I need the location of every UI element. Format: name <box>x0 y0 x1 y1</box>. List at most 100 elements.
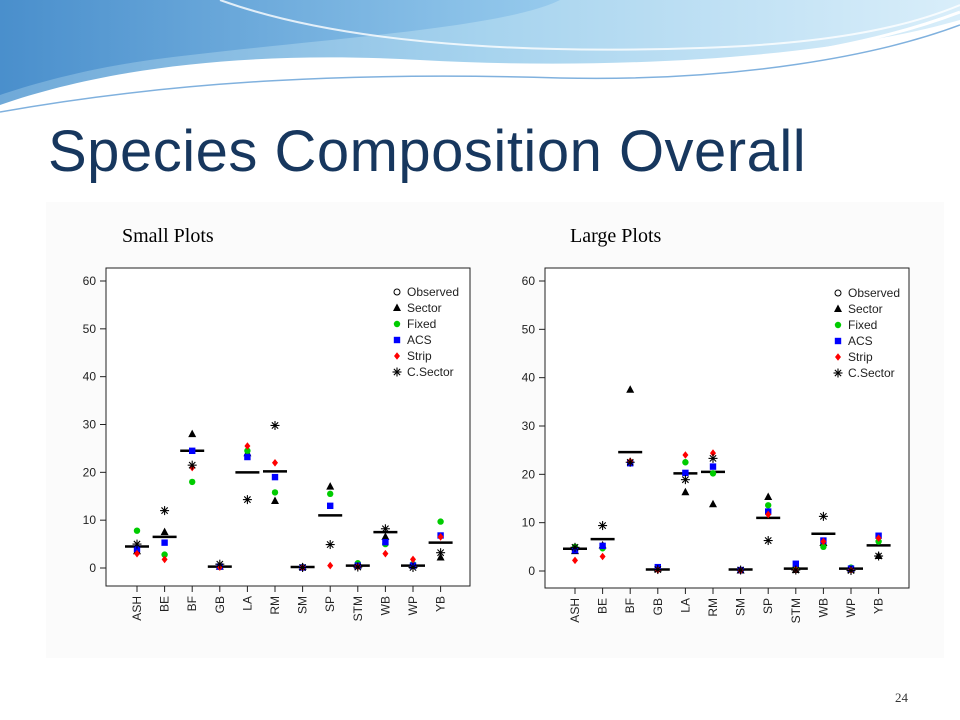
x-tick-label-yb: YB <box>872 598 886 614</box>
chart-title-small-plots: Small Plots <box>122 225 214 247</box>
point-c-sector-sm <box>736 565 746 575</box>
legend-marker-sector <box>834 304 842 312</box>
x-tick-label-stm: STM <box>789 598 803 623</box>
point-strip-rm <box>710 449 716 457</box>
point-c-sector-yb <box>436 548 446 558</box>
point-strip-ash <box>572 556 578 565</box>
point-sector-sp <box>764 492 773 501</box>
point-fixed-be <box>161 551 168 558</box>
x-tick-label-rm: RM <box>706 598 720 617</box>
legend-label-fixed: Fixed <box>848 318 877 332</box>
y-tick-label: 20 <box>522 467 536 481</box>
slide-title: Species Composition Overall <box>48 119 807 184</box>
y-tick-label: 60 <box>83 274 97 288</box>
legend-marker-strip <box>835 353 841 361</box>
point-acs-rm <box>709 463 717 470</box>
y-tick-label: 10 <box>522 516 536 530</box>
point-c-sector-stm <box>353 562 363 572</box>
legend-label-sector: Sector <box>407 301 442 315</box>
point-c-sector-sp <box>325 540 335 550</box>
y-tick-label: 30 <box>522 419 536 433</box>
x-tick-label-wp: WP <box>406 596 420 615</box>
point-fixed-bf <box>189 478 196 486</box>
point-c-sector-bf <box>625 457 635 467</box>
point-strip-la <box>244 442 251 450</box>
legend-marker-acs <box>393 336 401 344</box>
x-tick-label-be: BE <box>158 596 172 612</box>
legend-marker-fixed <box>834 321 842 329</box>
point-c-sector-gb <box>653 565 663 575</box>
legend-label-c-sector: C.Sector <box>407 365 454 379</box>
point-acs-la <box>244 453 251 461</box>
y-tick-label: 50 <box>83 322 97 336</box>
point-fixed-yb <box>437 518 444 525</box>
point-acs-stm <box>792 560 799 567</box>
x-tick-label-yb: YB <box>434 596 448 612</box>
point-c-sector-stm <box>791 565 801 575</box>
point-c-sector-ash <box>132 539 142 549</box>
point-strip-sp <box>765 510 772 519</box>
chart-title-large-plots: Large Plots <box>570 225 662 247</box>
point-c-sector-la <box>242 495 252 505</box>
legend-label-strip: Strip <box>848 350 873 364</box>
point-c-sector-wp <box>846 566 856 576</box>
x-tick-label-bf: BF <box>623 598 637 613</box>
x-tick-label-la: LA <box>678 598 692 613</box>
point-c-sector-wb <box>818 511 828 521</box>
point-fixed-la <box>682 459 689 466</box>
y-tick-label: 0 <box>89 561 96 575</box>
point-c-sector-gb <box>215 559 225 569</box>
point-fixed-ash <box>133 527 141 534</box>
point-strip-wb <box>820 537 827 546</box>
point-acs-rm <box>271 473 279 481</box>
x-tick-label-bf: BF <box>185 596 199 611</box>
point-fixed-la <box>244 447 251 455</box>
chart-small-plots: 0 10 20 30 40 50 60 ASH BE BF GB LA RM SM SP STM WB WP YB O… <box>83 267 471 621</box>
point-acs-la <box>682 469 689 477</box>
legend-label-acs: ACS <box>407 333 432 347</box>
point-sector-be <box>160 527 169 536</box>
chart-large-plots: 0 10 20 30 40 50 60 ASH BE BF GB LA RM SM SP STM WB WP YB O… <box>522 267 910 623</box>
x-tick-label-sp: SP <box>761 598 775 614</box>
point-fixed-rm <box>271 489 279 496</box>
point-c-sector-rm <box>270 420 280 430</box>
legend-marker-sector <box>393 303 401 311</box>
x-tick-label-ash: ASH <box>568 598 582 623</box>
x-tick-label-be: BE <box>596 598 610 614</box>
point-c-sector-sp <box>763 536 773 546</box>
point-strip-yb <box>875 534 882 542</box>
page-number: 24 <box>895 690 908 705</box>
x-tick-label-sm: SM <box>296 596 310 614</box>
y-tick-label: 40 <box>83 370 97 384</box>
legend-label-observed: Observed <box>848 286 900 300</box>
point-c-sector-ash <box>570 542 580 552</box>
point-sector-bf <box>626 385 635 393</box>
point-fixed-wb <box>820 543 827 551</box>
point-strip-wp <box>410 555 416 564</box>
legend-marker-c-sector <box>392 367 402 377</box>
y-tick-label: 60 <box>522 274 536 288</box>
y-tick-label: 40 <box>522 371 536 385</box>
x-tick-label-wb: WB <box>816 598 830 617</box>
point-sector-bf <box>188 429 197 438</box>
legend-marker-strip <box>394 352 400 360</box>
point-sector-wb <box>381 532 390 540</box>
point-c-sector-wb <box>380 524 390 534</box>
point-strip-rm <box>272 458 278 467</box>
x-tick-label-wb: WB <box>378 596 392 615</box>
point-c-sector-bf <box>187 460 197 470</box>
plot-frame <box>544 267 910 589</box>
plot-frame <box>105 267 471 587</box>
series-c-sector <box>570 453 884 576</box>
point-strip-yb <box>437 533 444 541</box>
point-c-sector-be <box>598 521 608 531</box>
legend-label-strip: Strip <box>407 349 432 363</box>
point-c-sector-la <box>680 475 690 485</box>
y-tick-label: 0 <box>528 564 535 578</box>
x-tick-label-la: LA <box>240 596 254 611</box>
legend-marker-fixed <box>393 320 401 328</box>
point-c-sector-be <box>160 506 170 516</box>
point-c-sector-rm <box>708 453 718 463</box>
x-tick-label-gb: GB <box>651 598 665 615</box>
point-strip-be <box>599 552 606 561</box>
